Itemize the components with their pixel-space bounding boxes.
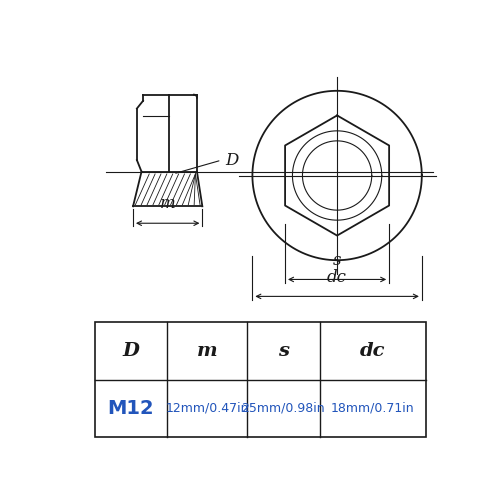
Text: 12mm/0.47in: 12mm/0.47in <box>166 402 249 415</box>
Text: s: s <box>278 342 289 359</box>
Text: m: m <box>197 342 218 359</box>
Text: D: D <box>226 152 239 168</box>
Text: 18mm/0.71in: 18mm/0.71in <box>331 402 414 415</box>
Text: 25mm/0.98in: 25mm/0.98in <box>242 402 325 415</box>
Text: D: D <box>122 342 140 359</box>
Text: M12: M12 <box>108 399 154 418</box>
Text: dc: dc <box>327 270 347 286</box>
Text: s: s <box>333 252 342 270</box>
Text: m: m <box>160 196 176 212</box>
Text: dc: dc <box>360 342 386 359</box>
